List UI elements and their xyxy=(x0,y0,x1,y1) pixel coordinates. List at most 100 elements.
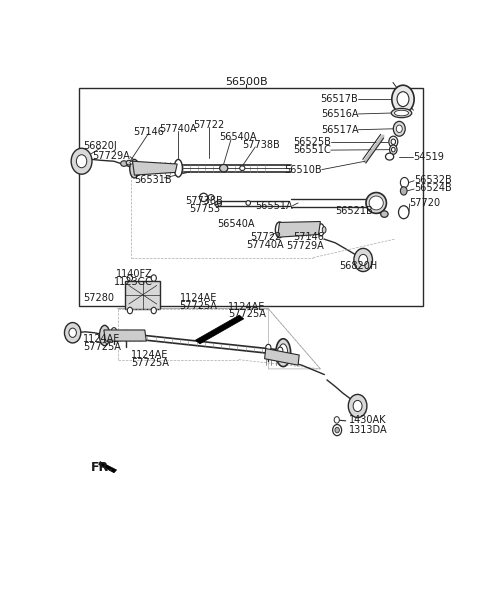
Text: 56524B: 56524B xyxy=(414,183,452,193)
Ellipse shape xyxy=(322,226,326,233)
Ellipse shape xyxy=(385,153,394,160)
Circle shape xyxy=(400,187,407,195)
Ellipse shape xyxy=(366,193,386,213)
Text: 56820J: 56820J xyxy=(84,141,117,152)
Circle shape xyxy=(151,307,156,314)
Text: 56551C: 56551C xyxy=(293,145,331,155)
Text: 57725A: 57725A xyxy=(228,309,266,319)
Text: 57740A: 57740A xyxy=(159,124,196,134)
Ellipse shape xyxy=(208,194,214,200)
Ellipse shape xyxy=(276,339,290,367)
Circle shape xyxy=(124,330,129,337)
Text: 1430AK: 1430AK xyxy=(349,415,387,425)
Ellipse shape xyxy=(369,196,383,210)
Circle shape xyxy=(127,275,132,281)
Circle shape xyxy=(397,92,409,107)
Text: 57738B: 57738B xyxy=(185,196,223,206)
Circle shape xyxy=(71,148,92,174)
Circle shape xyxy=(266,344,271,351)
Ellipse shape xyxy=(126,160,132,165)
Ellipse shape xyxy=(130,160,139,178)
Text: 56510B: 56510B xyxy=(284,164,322,175)
Ellipse shape xyxy=(318,224,324,236)
Polygon shape xyxy=(277,222,321,237)
Circle shape xyxy=(334,417,339,423)
Text: 56551A: 56551A xyxy=(255,200,292,211)
Text: 57280: 57280 xyxy=(83,293,114,303)
Ellipse shape xyxy=(120,161,127,166)
Text: 1123GC: 1123GC xyxy=(114,277,153,287)
Text: 57740A: 57740A xyxy=(247,240,284,250)
Text: 1124AE: 1124AE xyxy=(180,293,217,303)
Circle shape xyxy=(392,147,395,152)
Ellipse shape xyxy=(279,344,288,361)
Ellipse shape xyxy=(240,166,245,170)
Text: 1313DA: 1313DA xyxy=(349,425,388,435)
Bar xyxy=(125,281,160,309)
Text: 57729A: 57729A xyxy=(287,241,324,251)
Text: 57729A: 57729A xyxy=(92,150,130,161)
Ellipse shape xyxy=(395,110,408,116)
Text: 56540A: 56540A xyxy=(217,219,254,229)
Text: 57722: 57722 xyxy=(250,232,281,242)
Text: 56525B: 56525B xyxy=(293,137,331,147)
Circle shape xyxy=(127,307,132,314)
Bar xyxy=(79,88,423,306)
Text: 1124AE: 1124AE xyxy=(228,302,265,312)
Text: 56531B: 56531B xyxy=(134,175,172,185)
Text: 56820H: 56820H xyxy=(339,261,377,271)
Text: 57146: 57146 xyxy=(133,126,164,137)
Text: 1124AE: 1124AE xyxy=(132,350,168,360)
Polygon shape xyxy=(104,330,146,341)
Text: 57725A: 57725A xyxy=(180,301,217,311)
Text: 56516A: 56516A xyxy=(321,109,359,119)
Circle shape xyxy=(277,347,283,353)
Ellipse shape xyxy=(219,164,228,172)
Text: 57720: 57720 xyxy=(410,198,441,208)
Ellipse shape xyxy=(99,325,110,346)
Circle shape xyxy=(354,249,372,272)
Circle shape xyxy=(390,145,397,154)
Ellipse shape xyxy=(381,211,388,217)
Text: 57725A: 57725A xyxy=(131,358,169,368)
Circle shape xyxy=(392,85,414,113)
Circle shape xyxy=(333,424,342,436)
Ellipse shape xyxy=(130,161,133,164)
Text: 57146: 57146 xyxy=(293,232,324,242)
Ellipse shape xyxy=(276,222,284,238)
Text: 57722: 57722 xyxy=(193,120,225,130)
Circle shape xyxy=(359,255,368,265)
Text: FR.: FR. xyxy=(91,461,114,474)
Polygon shape xyxy=(99,462,117,473)
Circle shape xyxy=(391,139,396,144)
Circle shape xyxy=(151,275,156,281)
Ellipse shape xyxy=(391,108,412,117)
Text: 1140FZ: 1140FZ xyxy=(116,269,153,279)
Text: 56532B: 56532B xyxy=(414,175,452,185)
Polygon shape xyxy=(264,349,299,365)
Text: 56521B: 56521B xyxy=(336,206,373,216)
Ellipse shape xyxy=(246,200,251,205)
Circle shape xyxy=(398,206,409,219)
Text: 57753: 57753 xyxy=(189,205,220,214)
Text: 56517B: 56517B xyxy=(321,94,359,104)
Text: 56540A: 56540A xyxy=(219,132,257,142)
Polygon shape xyxy=(132,161,177,175)
Circle shape xyxy=(353,400,362,412)
Circle shape xyxy=(396,125,402,132)
Text: 57725A: 57725A xyxy=(83,342,120,352)
Text: 1124AE: 1124AE xyxy=(83,334,120,344)
Text: 57738B: 57738B xyxy=(242,140,280,150)
Polygon shape xyxy=(195,315,244,344)
Circle shape xyxy=(389,136,398,147)
Text: 54519: 54519 xyxy=(413,152,444,161)
Circle shape xyxy=(348,394,367,418)
Circle shape xyxy=(335,427,339,433)
Circle shape xyxy=(76,155,87,168)
Circle shape xyxy=(69,328,76,337)
Circle shape xyxy=(111,327,117,334)
Circle shape xyxy=(393,122,405,136)
Ellipse shape xyxy=(200,193,208,202)
Text: 56500B: 56500B xyxy=(225,76,267,87)
Text: 56517A: 56517A xyxy=(321,125,359,135)
